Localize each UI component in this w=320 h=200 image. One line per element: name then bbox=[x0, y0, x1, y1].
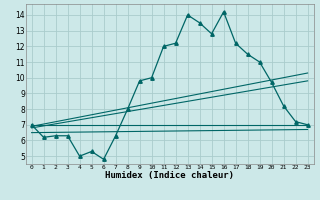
X-axis label: Humidex (Indice chaleur): Humidex (Indice chaleur) bbox=[105, 171, 234, 180]
